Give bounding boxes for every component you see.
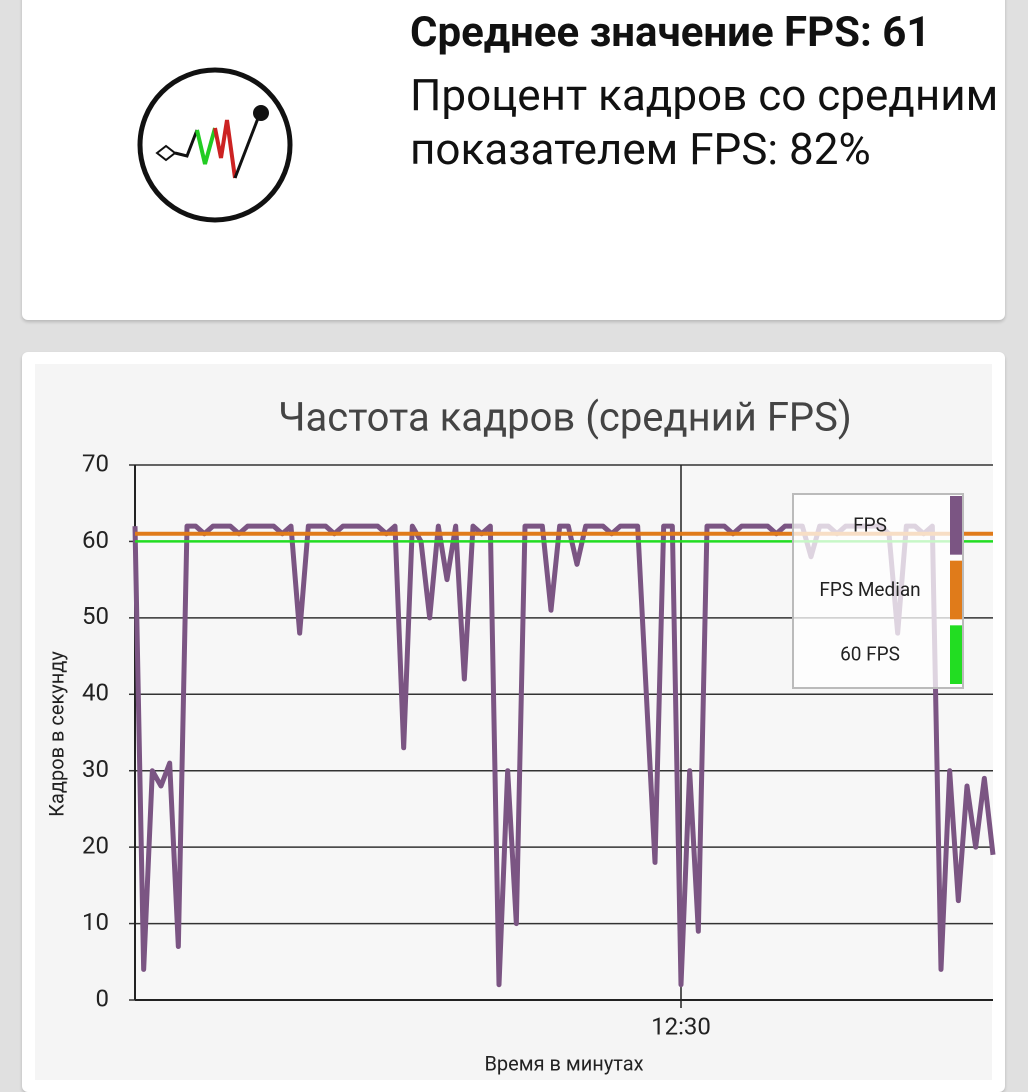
y-tick-label: 20 xyxy=(82,831,109,859)
stats: Среднее значение FPS: 61 Процент кадров … xyxy=(410,8,1000,176)
y-tick-label: 60 xyxy=(82,526,109,554)
legend-box xyxy=(792,493,964,689)
y-axis-label: Кадров в секунду xyxy=(44,651,68,817)
legend-swatch xyxy=(950,496,962,555)
y-tick-label: 30 xyxy=(82,755,109,783)
app-icon xyxy=(137,67,293,223)
y-tick-label: 50 xyxy=(82,602,109,630)
chart-card: Частота кадров (средний FPS) Кадров в се… xyxy=(22,352,1005,1092)
y-tick-label: 0 xyxy=(96,984,110,1012)
y-tick-label: 10 xyxy=(82,908,109,936)
average-fps: Среднее значение FPS: 61 xyxy=(410,8,931,57)
y-tick-label: 70 xyxy=(82,449,109,477)
median-share: Процент кадров со средним показателем FP… xyxy=(410,69,999,175)
y-tick-label: 40 xyxy=(82,679,109,707)
x-axis-label: Время в минутах xyxy=(484,1051,643,1075)
chart-title: Частота кадров (средний FPS) xyxy=(278,394,852,441)
legend-swatch xyxy=(950,560,962,620)
legend-label: FPS Median xyxy=(819,578,920,601)
summary-card: Среднее значение FPS: 61 Процент кадров … xyxy=(22,0,1005,320)
legend-swatch xyxy=(950,625,962,684)
chart: Частота кадров (средний FPS) Кадров в се… xyxy=(35,364,996,1080)
legend-label: FPS xyxy=(853,513,887,536)
legend-label: 60 FPS xyxy=(840,643,900,666)
x-tick-label: 12:30 xyxy=(651,1012,711,1040)
